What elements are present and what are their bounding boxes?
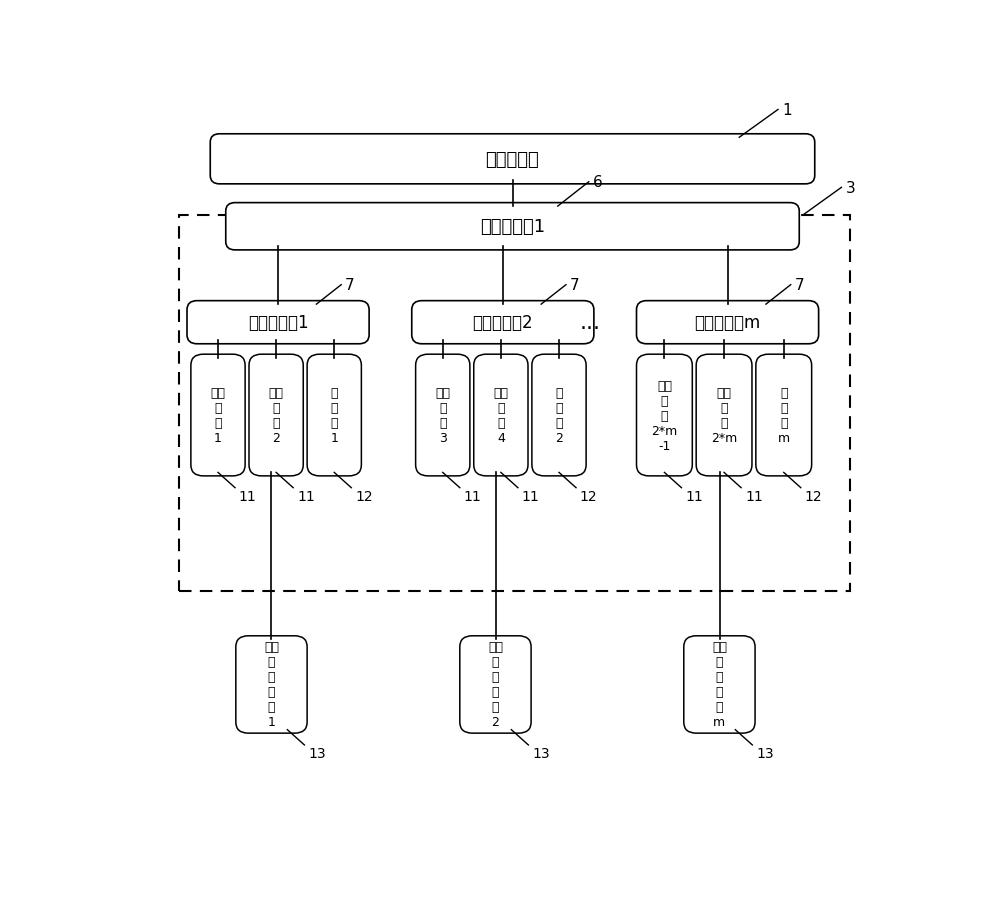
Text: 11: 11 xyxy=(464,490,481,503)
FancyBboxPatch shape xyxy=(249,354,303,476)
Text: 1: 1 xyxy=(782,103,792,118)
Text: 11: 11 xyxy=(297,490,315,503)
Text: 充电
模
块
1: 充电 模 块 1 xyxy=(210,387,226,445)
FancyBboxPatch shape xyxy=(756,354,812,476)
FancyBboxPatch shape xyxy=(226,203,799,251)
Text: 13: 13 xyxy=(532,747,550,760)
FancyBboxPatch shape xyxy=(637,354,692,476)
FancyBboxPatch shape xyxy=(187,301,369,345)
FancyBboxPatch shape xyxy=(307,354,361,476)
Text: 12: 12 xyxy=(355,490,373,503)
Text: 待充
电
电
池
包
2: 待充 电 电 池 包 2 xyxy=(488,640,503,729)
Text: 集成控制杉1: 集成控制杉1 xyxy=(248,314,308,332)
FancyBboxPatch shape xyxy=(236,636,307,733)
Text: 三层交换机: 三层交换机 xyxy=(486,151,539,169)
Text: 7: 7 xyxy=(795,278,804,293)
Text: 12: 12 xyxy=(805,490,822,503)
Text: 集成控制杉2: 集成控制杉2 xyxy=(473,314,533,332)
FancyBboxPatch shape xyxy=(412,301,594,345)
Text: 待充
电
电
池
包
1: 待充 电 电 池 包 1 xyxy=(264,640,279,729)
Text: 12: 12 xyxy=(580,490,598,503)
Text: 7: 7 xyxy=(570,278,579,293)
Text: 11: 11 xyxy=(239,490,257,503)
FancyBboxPatch shape xyxy=(532,354,586,476)
Text: 13: 13 xyxy=(308,747,326,760)
Text: 11: 11 xyxy=(685,490,703,503)
Text: 11: 11 xyxy=(522,490,540,503)
Text: 充电
模
块
3: 充电 模 块 3 xyxy=(435,387,450,445)
FancyBboxPatch shape xyxy=(210,134,815,185)
Text: 13: 13 xyxy=(756,747,774,760)
Text: 3: 3 xyxy=(845,180,855,196)
Text: 充电
模
块
4: 充电 模 块 4 xyxy=(493,387,508,445)
FancyBboxPatch shape xyxy=(460,636,531,733)
Text: 充电
模
块
2*m
-1: 充电 模 块 2*m -1 xyxy=(651,379,678,452)
Text: ...: ... xyxy=(580,313,600,333)
Text: 11: 11 xyxy=(745,490,763,503)
FancyBboxPatch shape xyxy=(684,636,755,733)
Text: 6: 6 xyxy=(593,175,602,190)
FancyBboxPatch shape xyxy=(637,301,819,345)
FancyBboxPatch shape xyxy=(696,354,752,476)
FancyBboxPatch shape xyxy=(191,354,245,476)
Text: 待充
电
电
池
包
m: 待充 电 电 池 包 m xyxy=(712,640,727,729)
FancyBboxPatch shape xyxy=(474,354,528,476)
Text: 电
能
表
m: 电 能 表 m xyxy=(778,387,790,445)
Text: 充电
模
块
2: 充电 模 块 2 xyxy=(269,387,284,445)
Text: 电
能
表
1: 电 能 表 1 xyxy=(330,387,338,445)
FancyBboxPatch shape xyxy=(416,354,470,476)
Text: 充电交换机1: 充电交换机1 xyxy=(480,218,545,236)
Text: 7: 7 xyxy=(345,278,355,293)
Text: 电
能
表
2: 电 能 表 2 xyxy=(555,387,563,445)
Text: 集成控制板m: 集成控制板m xyxy=(694,314,761,332)
Text: 充电
模
块
2*m: 充电 模 块 2*m xyxy=(711,387,737,445)
